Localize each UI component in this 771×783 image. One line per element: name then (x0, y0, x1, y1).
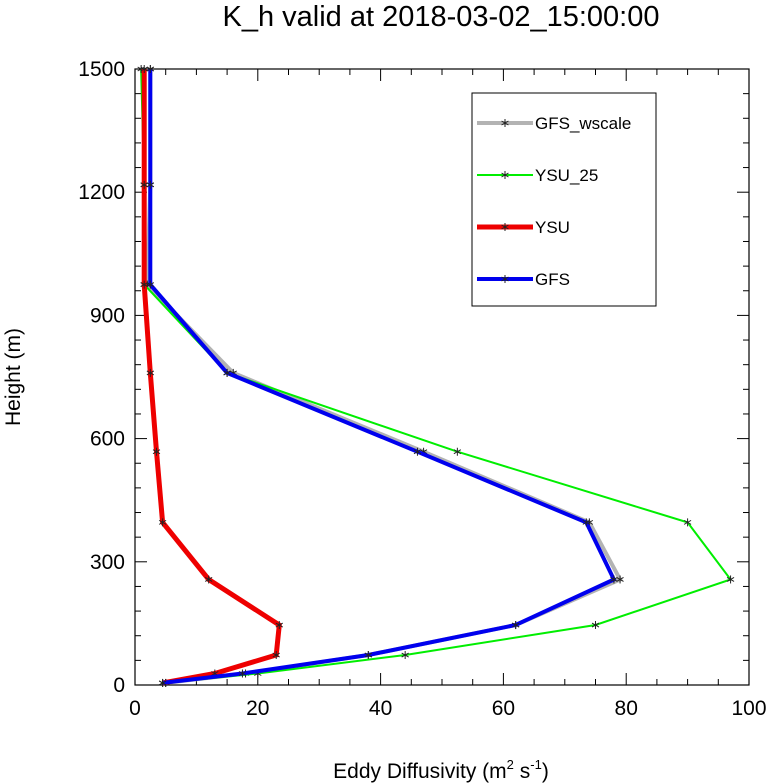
y-axis-label: Height (m) (2, 328, 25, 426)
x-tick-label: 40 (369, 697, 392, 720)
x-axis-label-sup2: -1 (530, 757, 542, 772)
data-point-gfs-wscale (616, 575, 624, 584)
legend-label: YSU (535, 218, 570, 237)
data-point-gfs (146, 65, 155, 73)
legend: GFS_wscale YSU_25 YSU GFS (471, 92, 657, 307)
data-point-gfs (582, 518, 591, 527)
legend-label: GFS (535, 270, 570, 289)
x-axis-label: Eddy Diffusivity (m2 s-1) (333, 757, 549, 783)
legend-item-ysu-25: YSU_25 (477, 166, 598, 185)
legend-item-gfs: GFS (477, 270, 570, 289)
data-point-ysu (146, 368, 155, 377)
chart-title: K_h valid at 2018-03-02_15:00:00 (223, 1, 660, 33)
y-tick-label: 300 (90, 551, 125, 574)
data-point-ysu-25 (591, 621, 600, 630)
data-point-gfs (413, 447, 422, 456)
y-axis-ticks: 0 300 600 900 1200 1500 (78, 58, 749, 697)
data-point-ysu (275, 621, 284, 630)
x-tick-label: 60 (492, 697, 515, 720)
series-gfs (146, 65, 618, 687)
x-tick-label: 0 (129, 697, 141, 720)
x-axis-ticks: 0 20 40 60 80 100 (129, 69, 767, 720)
data-point-gfs (146, 280, 155, 289)
legend-marker (501, 275, 509, 283)
data-point-ysu-25 (683, 518, 692, 527)
data-point-ysu (272, 651, 280, 660)
data-point-ysu (204, 575, 213, 584)
data-point-gfs (364, 651, 373, 660)
legend-marker (501, 119, 509, 127)
legend-marker (501, 223, 509, 231)
data-point-gfs (158, 678, 167, 687)
x-axis-label-end: ) (542, 760, 549, 783)
data-point-ysu-25 (453, 447, 462, 456)
data-point-gfs (146, 180, 155, 189)
legend-item-gfs-wscale: GFS_wscale (477, 114, 631, 133)
x-tick-label: 80 (615, 697, 638, 720)
data-point-ysu-25 (726, 575, 735, 584)
series-lines (137, 65, 735, 687)
legend-label: GFS_wscale (535, 114, 631, 133)
x-tick-label: 100 (731, 697, 766, 720)
x-axis-label-sup1: 2 (507, 757, 514, 772)
legend-label: YSU_25 (535, 166, 598, 185)
x-axis-label-mid: s (514, 760, 530, 783)
y-tick-label: 1500 (78, 58, 125, 81)
data-point-gfs (511, 621, 520, 630)
series-line-ysu (141, 69, 282, 686)
data-point-gfs (223, 368, 231, 377)
series-ysu (140, 65, 284, 687)
legend-box (471, 92, 657, 307)
data-point-ysu (152, 447, 161, 456)
legend-item-ysu: YSU (477, 218, 570, 237)
data-point-ysu (158, 518, 167, 527)
y-tick-label: 0 (113, 674, 125, 697)
y-tick-label: 600 (90, 428, 125, 451)
data-point-ysu (140, 280, 148, 289)
data-point-ysu-25 (401, 651, 409, 660)
x-axis-label-main: Eddy Diffusivity (m (333, 760, 507, 783)
data-point-gfs (238, 669, 247, 678)
y-tick-label: 900 (90, 304, 125, 327)
data-point-ysu (140, 180, 148, 189)
y-tick-label: 1200 (78, 181, 125, 204)
x-tick-label: 20 (246, 697, 269, 720)
data-point-ysu (140, 65, 148, 73)
data-point-gfs (610, 575, 618, 584)
legend-marker (501, 171, 509, 179)
